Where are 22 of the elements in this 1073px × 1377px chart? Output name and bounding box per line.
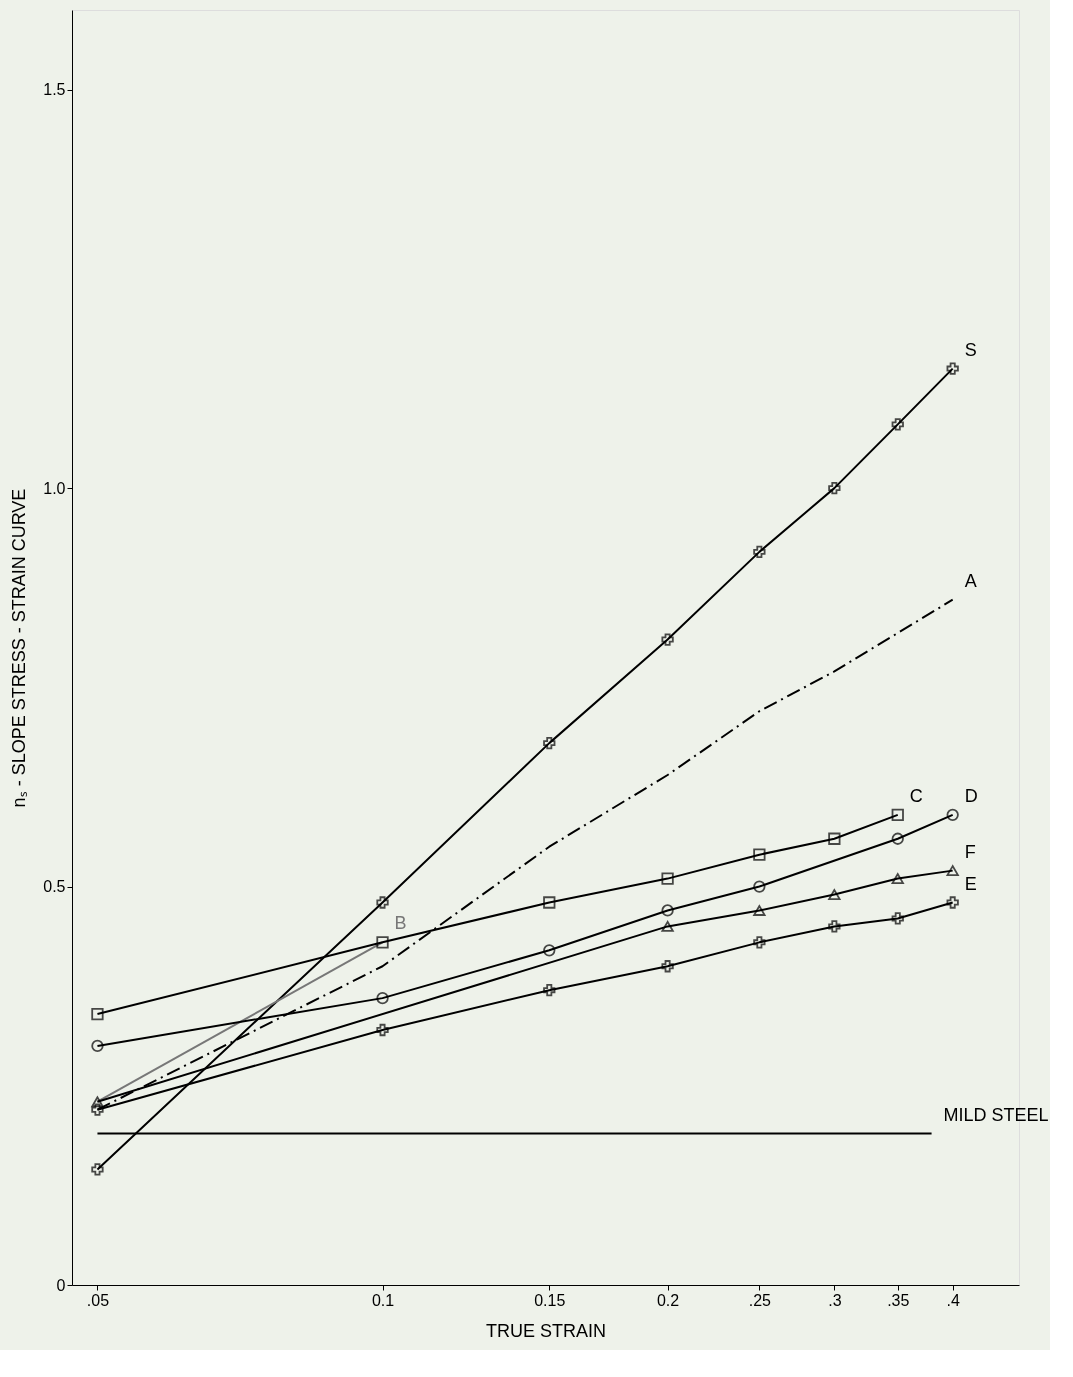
x-tick-label: .05 [86,1291,110,1309]
x-tick-label: 0.2 [656,1291,680,1309]
x-axis-title: TRUE STRAIN [485,1320,607,1341]
series-label: MILD STEEL [943,1104,1049,1125]
x-tick-label: .35 [887,1291,910,1309]
y-tick-label: 0 [56,1276,66,1294]
y-axis-title: nₛ - SLOPE STRESS - STRAIN CURVE [9,488,30,808]
x-tick-label: 0.15 [534,1291,566,1309]
series-label: D [964,785,978,806]
y-tick-label: 0.5 [43,878,66,896]
series-label: A [964,570,977,591]
series-label: E [964,873,977,894]
x-tick-label: .25 [748,1291,772,1309]
y-tick-label: 1.0 [43,479,66,497]
series-label: S [964,339,977,360]
x-tick-label: 0.1 [371,1291,395,1309]
series-label: F [964,841,976,862]
series-label: B [394,913,407,934]
y-tick-label: 1.5 [43,81,66,99]
series-label: C [909,785,923,806]
x-tick-label: .4 [946,1291,960,1309]
x-tick-label: .3 [828,1291,842,1309]
